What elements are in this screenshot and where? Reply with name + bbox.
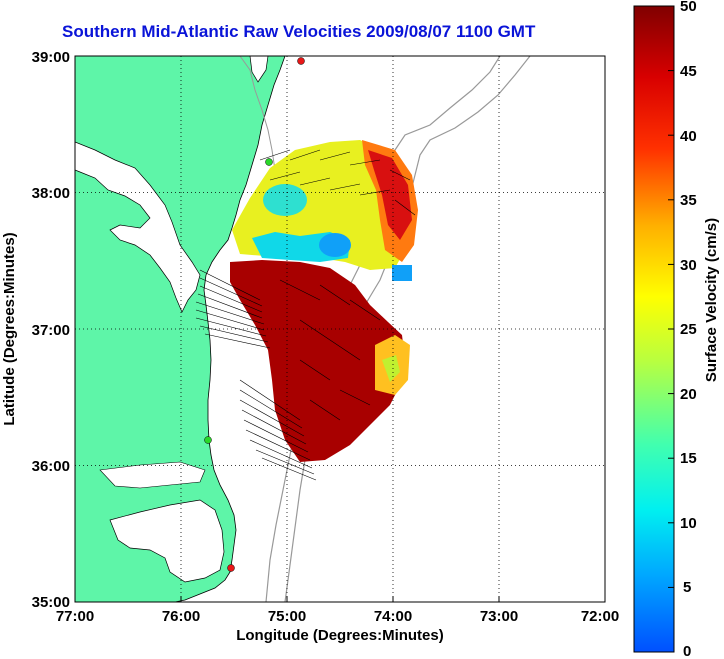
bay-water: [75, 141, 201, 313]
velocity-field-blue-patch: [392, 265, 412, 281]
colorbar-tick-label: 30: [680, 257, 697, 274]
colorbar-tick-label: 15: [680, 450, 697, 467]
station-marker: [204, 436, 212, 444]
velocity-field-dark: [230, 260, 405, 462]
velocity-field-red: [368, 150, 412, 240]
colorbar-tick-label: 45: [680, 63, 697, 80]
colorbar-tick-label: 20: [680, 386, 697, 403]
depth-contour: [265, 56, 501, 602]
axes-frame: [74, 55, 606, 603]
colorbar-tick-label: 0: [683, 643, 691, 659]
x-tick-label: 73:00: [480, 608, 518, 625]
sound-water: [109, 499, 225, 583]
velocity-field-green-patch: [382, 355, 400, 382]
colorbar-tick-label: 40: [680, 128, 697, 145]
station-marker: [227, 564, 235, 572]
x-tick-label: 74:00: [374, 608, 412, 625]
y-tick-label: 39:00: [32, 49, 70, 66]
station-marker: [297, 57, 305, 65]
velocity-field-blue: [319, 233, 351, 257]
velocity-field-eddy: [263, 184, 307, 216]
sound-water-2: [99, 461, 206, 489]
current-vectors: [195, 149, 416, 481]
y-tick-label: 37:00: [32, 322, 70, 339]
depth-contour: [284, 56, 531, 602]
colorbar-tick-label: 35: [680, 192, 697, 209]
colorbar-tick-label: 5: [683, 579, 691, 596]
grid-lines: [75, 56, 605, 602]
delaware-bay: [249, 56, 269, 83]
station-marker: [265, 158, 273, 166]
y-axis-label: Latitude (Degrees:Minutes): [1, 232, 18, 425]
x-tick-label: 77:00: [56, 608, 94, 625]
map-title: Southern Mid-Atlantic Raw Velocities 200…: [62, 22, 536, 41]
colorbar-label: Surface Velocity (cm/s): [703, 218, 720, 382]
x-axis-label: Longitude (Degrees:Minutes): [236, 627, 444, 644]
y-tick-label: 36:00: [32, 458, 70, 475]
x-tick-label: 72:00: [581, 608, 619, 625]
y-tick-label: 35:00: [32, 594, 70, 611]
x-tick-label: 76:00: [162, 608, 200, 625]
y-tick-label: 38:00: [32, 185, 70, 202]
x-ticks: [74, 596, 606, 602]
x-tick-label: 75:00: [268, 608, 306, 625]
colorbar-tick-label: 25: [680, 321, 697, 338]
colorbar-tick-label: 10: [680, 515, 697, 532]
colorbar-ticks: [668, 5, 674, 588]
colorbar-tick-label: 50: [680, 0, 697, 15]
